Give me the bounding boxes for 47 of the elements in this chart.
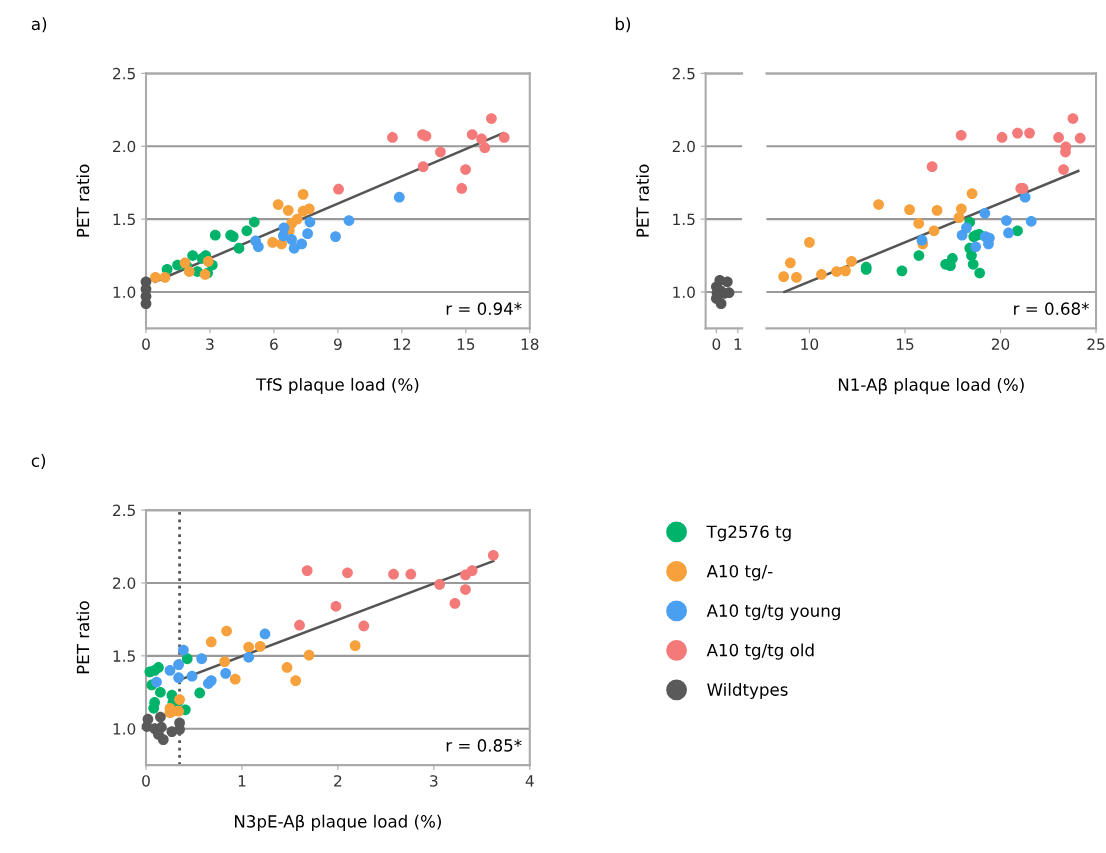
y-tick-label: 2.5 (113, 504, 135, 517)
x-tick-label: 6 (270, 338, 278, 350)
x-tick-label: 4 (525, 775, 534, 787)
legend-label: A10 tg/- (706, 564, 773, 581)
y-tick-label: 1.5 (673, 213, 695, 226)
y-tick-label: 1.0 (113, 723, 136, 735)
x-tick-label: 25 (1087, 338, 1105, 350)
annotation: r = 0.85* (446, 739, 522, 752)
chart-title: c) (31, 454, 46, 469)
legend-label: A10 tg/tg old (706, 643, 814, 660)
legend-label: Tg2576 tg (706, 525, 791, 542)
x-tick-label: 0 (712, 338, 721, 350)
x-tick-label: 0 (142, 338, 150, 350)
chart-title: b) (615, 17, 631, 33)
x-tick-label: 0 (142, 775, 150, 787)
x-tick-label: 10 (801, 338, 819, 350)
legend-label: Wildtypes (707, 682, 788, 700)
x-axis-title: N1-Aβ plaque load (%) (838, 377, 1024, 395)
annotation: r = 0.94* (446, 302, 522, 315)
x-tick-label: 15 (457, 338, 475, 350)
y-tick-label: 1.5 (113, 213, 135, 226)
y-tick-label: 1.0 (113, 286, 136, 298)
x-tick-label: 18 (521, 338, 539, 350)
y-axis-title: PET ratio (76, 164, 90, 237)
x-tick-label: 9 (333, 338, 342, 350)
y-axis-title: PET ratio (76, 601, 90, 674)
y-tick-label: 1.0 (673, 286, 695, 298)
annotation: r = 0.68* (1014, 302, 1089, 315)
x-tick-label: 20 (991, 338, 1010, 350)
x-axis-title: N3pE-Aβ plaque load (%) (235, 814, 441, 831)
y-tick-label: 2.0 (113, 140, 136, 153)
y-tick-label: 2.0 (113, 577, 136, 589)
x-tick-label: 1 (238, 775, 246, 787)
x-tick-label: 15 (896, 338, 914, 350)
y-tick-label: 2.5 (113, 67, 135, 80)
y-tick-label: 2.5 (672, 67, 695, 80)
x-tick-label: 12 (393, 338, 411, 350)
x-axis-title: TfS plaque load (%) (255, 377, 419, 395)
y-tick-label: 2.0 (672, 140, 695, 153)
x-tick-label: 2 (334, 775, 342, 787)
legend-label: A10 tg/tg young (706, 604, 840, 621)
x-tick-label: 3 (206, 338, 214, 350)
y-tick-label: 1.5 (113, 650, 135, 662)
x-tick-label: 1 (734, 338, 742, 350)
x-tick-label: 3 (430, 775, 438, 787)
y-axis-title: PET ratio (636, 164, 649, 237)
chart-title: a) (31, 17, 47, 33)
